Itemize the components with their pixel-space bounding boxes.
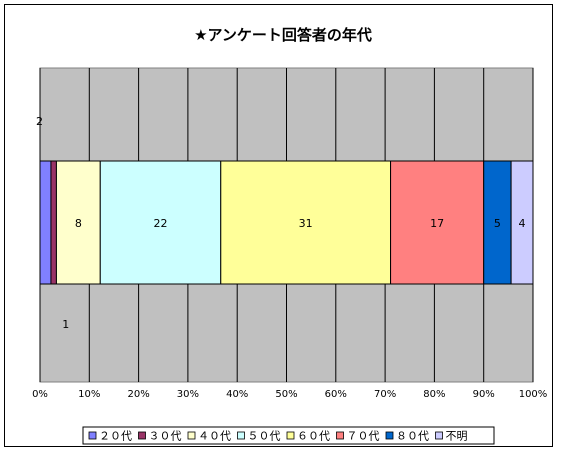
legend: ２０代 ３０代 ４０代 ５０代 ６０代 ７０代 ８０代 不明 bbox=[82, 426, 495, 445]
legend-label-1: ２０代 bbox=[99, 430, 132, 443]
legend-label-3: ４０代 bbox=[198, 430, 231, 443]
data-label-1: 2 bbox=[36, 115, 43, 128]
bar-segment-5 bbox=[220, 160, 392, 285]
bar-segments bbox=[39, 160, 534, 285]
bar-segment-2 bbox=[50, 160, 57, 285]
data-labels: 2 1 8 22 31 17 5 4 bbox=[36, 115, 526, 331]
legend-swatch-8 bbox=[435, 431, 443, 440]
x-tick-label: 100% bbox=[519, 389, 548, 400]
chart-title: ★アンケート回答者の年代 bbox=[194, 26, 372, 44]
x-tick-label: 20% bbox=[127, 389, 149, 400]
legend-label-6: ７０代 bbox=[347, 430, 380, 443]
legend-label-4: ５０代 bbox=[248, 430, 281, 443]
x-tick-label: 90% bbox=[473, 389, 495, 400]
x-tick-label: 70% bbox=[374, 389, 396, 400]
x-tick-label: 60% bbox=[325, 389, 347, 400]
x-tick-label: 0% bbox=[32, 389, 48, 400]
chart-frame: ★アンケート回答者の年代 2 1 8 22 31 17 5 4 0% 10% 20% 30% 40% 5… bbox=[4, 4, 553, 447]
legend-swatch-1 bbox=[88, 431, 97, 440]
x-tick-label: 80% bbox=[423, 389, 445, 400]
chart-area: ★アンケート回答者の年代 2 1 8 22 31 17 5 4 0% 10% 20% 30% 40% 5… bbox=[32, 26, 547, 445]
data-label-8: 4 bbox=[519, 217, 526, 230]
x-axis-ticks: 0% 10% 20% 30% 40% 50% 60% 70% 80% 90% 100% bbox=[32, 389, 547, 400]
x-tick-label: 50% bbox=[275, 389, 297, 400]
bar-segment-8 bbox=[510, 160, 534, 285]
data-label-4: 22 bbox=[154, 217, 168, 230]
bar-segment-3 bbox=[55, 160, 101, 285]
legend-swatch-5 bbox=[286, 431, 295, 440]
legend-swatch-6 bbox=[336, 431, 344, 440]
legend-label-5: ６０代 bbox=[297, 430, 330, 443]
legend-swatch-2 bbox=[138, 431, 146, 440]
bar-segment-6 bbox=[390, 160, 485, 285]
x-tick-label: 10% bbox=[78, 389, 100, 400]
bar-segment-7 bbox=[483, 160, 512, 285]
x-tick-label: 30% bbox=[177, 389, 199, 400]
bar-segment-1 bbox=[39, 160, 52, 285]
legend-label-2: ３０代 bbox=[149, 430, 182, 443]
bar-segment-4 bbox=[99, 160, 222, 285]
data-label-7: 5 bbox=[494, 217, 501, 230]
legend-label-7: ８０代 bbox=[396, 430, 429, 443]
legend-swatch-7 bbox=[385, 431, 394, 440]
data-label-3: 8 bbox=[75, 217, 82, 230]
data-label-2: 1 bbox=[62, 318, 69, 331]
data-label-5: 31 bbox=[299, 217, 313, 230]
legend-swatch-4 bbox=[237, 431, 245, 440]
legend-label-8: 不明 bbox=[446, 430, 468, 443]
data-label-6: 17 bbox=[430, 217, 444, 230]
legend-swatch-3 bbox=[187, 431, 196, 440]
x-tick-label: 40% bbox=[226, 389, 248, 400]
